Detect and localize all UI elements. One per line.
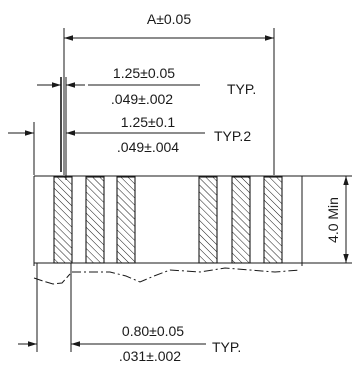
pad-width-mm-label: 0.80±0.05 [122, 323, 184, 339]
pads-right-group [198, 176, 283, 264]
pad-width-dimension: 0.80±0.05 .031±.002 TYP. [18, 296, 241, 364]
pad [263, 176, 283, 264]
overall-width-label: A±0.05 [147, 11, 191, 27]
pad [85, 176, 105, 264]
pitch2-dimension: 1.25±0.1 .049±.004 TYP.2 [8, 114, 251, 175]
pad [231, 176, 251, 264]
pad [53, 176, 73, 264]
pitch2-in-label: .049±.004 [117, 139, 179, 155]
pitch-note-label: TYP. [227, 81, 256, 97]
pitch2-note-label: TYP.2 [214, 128, 251, 144]
overall-width-dimension: A±0.05 [63, 11, 275, 175]
pitch2-mm-label: 1.25±0.1 [121, 114, 176, 130]
pad-width-in-label: .031±.002 [119, 348, 181, 364]
pads-left-group [53, 176, 136, 264]
pitch-mm-label: 1.25±0.05 [113, 65, 175, 81]
pitch-dimension: 1.25±0.05 .049±.002 TYP. [37, 65, 256, 180]
connector-body [33, 175, 303, 300]
pitch-in-label: .049±.002 [111, 91, 173, 107]
pad-width-note-label: TYP. [212, 339, 241, 355]
pad [198, 176, 218, 264]
pad [116, 176, 136, 264]
height-dimension: 4.0 Min [302, 175, 352, 264]
height-label: 4.0 Min [325, 197, 341, 243]
